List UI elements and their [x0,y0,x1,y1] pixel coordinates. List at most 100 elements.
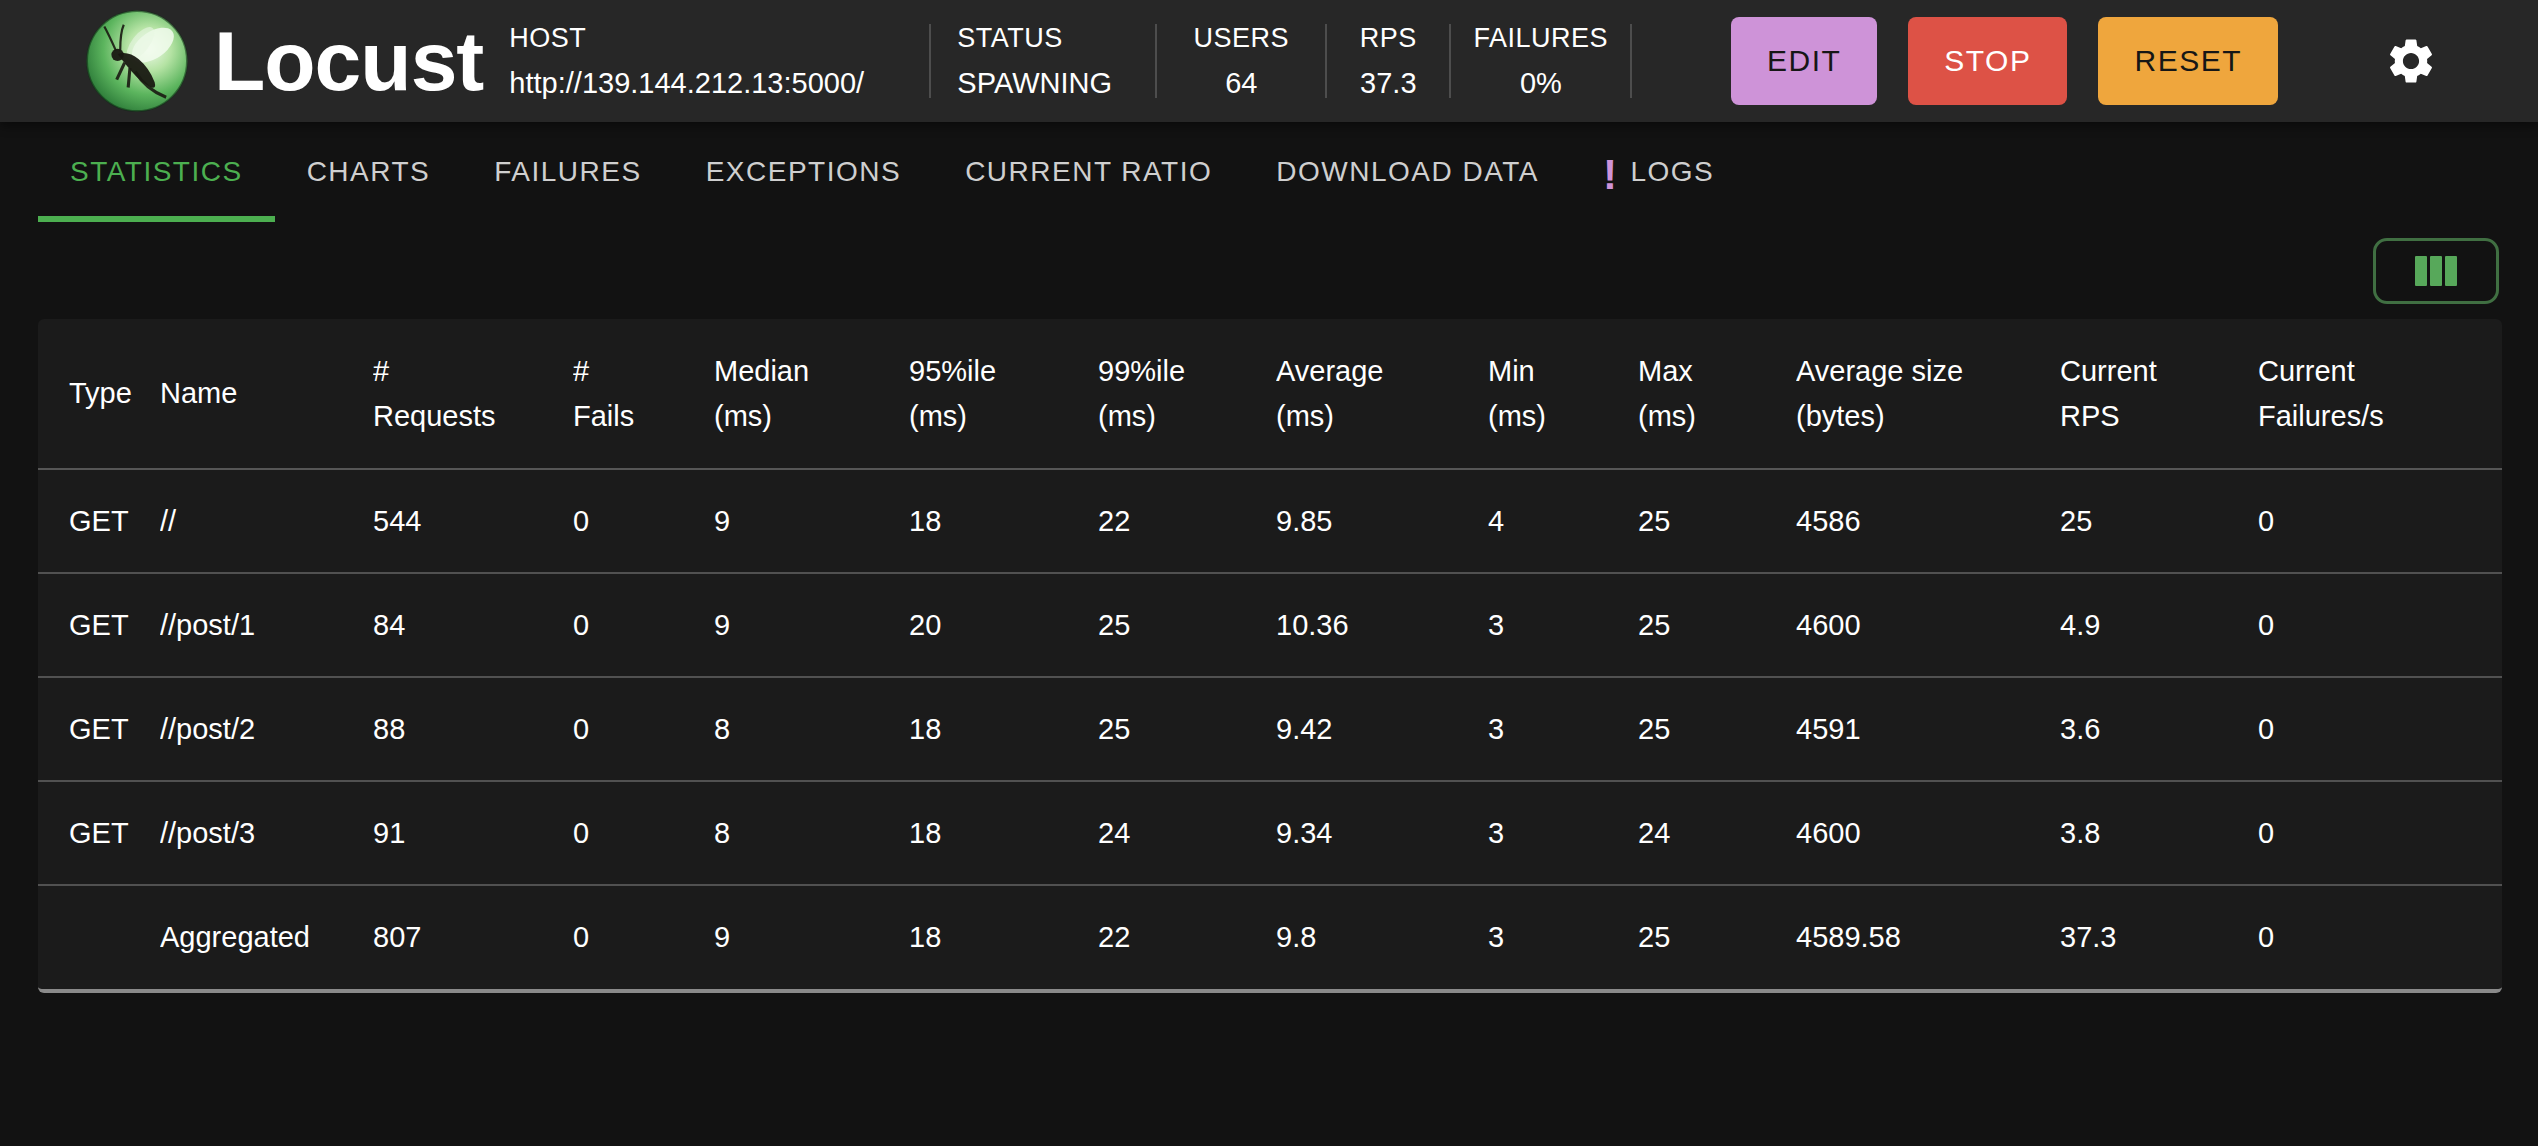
table-cell: 22 [1098,885,1276,989]
table-cell: 3 [1488,781,1638,885]
table-cell: 4.9 [2060,573,2258,677]
table-cell: 0 [573,573,714,677]
table-cell: 0 [2258,469,2502,573]
column-header[interactable]: CurrentRPS [2060,319,2258,469]
rps-label: RPS [1360,23,1417,54]
table-cell: 18 [909,469,1098,573]
table-cell: 9.85 [1276,469,1488,573]
tab-label: EXCEPTIONS [706,156,901,188]
users-value: 64 [1225,67,1257,100]
column-header[interactable]: Average(ms) [1276,319,1488,469]
table-cell: 8 [714,781,909,885]
table-cell: GET [38,573,160,677]
edit-button[interactable]: EDIT [1731,17,1877,105]
table-cell: 0 [2258,885,2502,989]
table-cell: 25 [1638,677,1796,781]
table-cell: 4586 [1796,469,2060,573]
table-cell: 0 [573,885,714,989]
table-cell: 25 [2060,469,2258,573]
tab-label: FAILURES [494,156,641,188]
tab-statistics[interactable]: STATISTICS [38,122,275,222]
column-header[interactable]: Type [38,319,160,469]
table-cell: //post/1 [160,573,373,677]
column-header[interactable]: Average size(bytes) [1796,319,2060,469]
table-cell: 18 [909,781,1098,885]
tab-failures[interactable]: FAILURES [462,122,673,222]
status-value: SPAWNING [957,67,1112,100]
app-title: Locust [214,19,483,103]
table-row: GET//5440918229.854254586250 [38,469,2502,573]
table-cell: 18 [909,677,1098,781]
column-header[interactable]: 95%ile(ms) [909,319,1098,469]
column-header[interactable]: CurrentFailures/s [2258,319,2502,469]
table-cell: 25 [1638,469,1796,573]
tab-charts[interactable]: CHARTS [275,122,463,222]
host-label: HOST [509,23,929,54]
table-cell: 9.8 [1276,885,1488,989]
column-selector-button[interactable] [2373,238,2499,304]
table-cell: 18 [909,885,1098,989]
tab-logs[interactable]: ! LOGS [1571,122,1746,222]
table-cell: 9 [714,573,909,677]
table-row: GET//post/18409202510.3632546004.90 [38,573,2502,677]
table-cell: 0 [573,469,714,573]
table-cell: 3 [1488,885,1638,989]
table-cell: 84 [373,573,573,677]
reset-button[interactable]: RESET [2098,17,2278,105]
failures-block: FAILURES 0% [1451,23,1630,100]
tab-download-data[interactable]: DOWNLOAD DATA [1244,122,1571,222]
column-header[interactable]: Min(ms) [1488,319,1638,469]
host-block: HOST http://139.144.212.13:5000/ [509,23,929,100]
column-header[interactable]: Max(ms) [1638,319,1796,469]
table-cell: 20 [909,573,1098,677]
divider [1630,24,1632,98]
table-cell: GET [38,781,160,885]
table-cell: GET [38,677,160,781]
tab-label: CHARTS [307,156,431,188]
table-header-row: TypeName#Requests#FailsMedian(ms)95%ile(… [38,319,2502,469]
table-cell: 10.36 [1276,573,1488,677]
users-label: USERS [1194,23,1290,54]
table-cell: 9.34 [1276,781,1488,885]
tab-label: CURRENT RATIO [965,156,1212,188]
table-cell: 25 [1098,677,1276,781]
column-header[interactable]: Median(ms) [714,319,909,469]
tab-label: DOWNLOAD DATA [1276,156,1539,188]
column-header[interactable]: 99%ile(ms) [1098,319,1276,469]
table-cell: 4589.58 [1796,885,2060,989]
table-cell: 0 [573,677,714,781]
column-header[interactable]: Name [160,319,373,469]
table-cell: // [160,469,373,573]
table-cell: 3 [1488,573,1638,677]
rps-block: RPS 37.3 [1327,23,1449,100]
table-cell: //post/2 [160,677,373,781]
locust-logo-icon [84,8,190,114]
table-cell: 807 [373,885,573,989]
table-toolbar [0,222,2538,319]
stop-button[interactable]: STOP [1908,17,2067,105]
host-value: http://139.144.212.13:5000/ [509,67,929,100]
table-cell: 0 [2258,573,2502,677]
gear-icon[interactable] [2384,34,2438,88]
table-cell: //post/3 [160,781,373,885]
failures-label: FAILURES [1474,23,1609,54]
table-cell: 24 [1638,781,1796,885]
table-cell: 25 [1638,885,1796,989]
status-label: STATUS [957,23,1063,54]
tab-exceptions[interactable]: EXCEPTIONS [674,122,933,222]
column-header[interactable]: #Fails [573,319,714,469]
header-actions: EDIT STOP RESET [1731,17,2278,105]
table-cell: 88 [373,677,573,781]
table-cell: 4591 [1796,677,2060,781]
table-cell: 3 [1488,677,1638,781]
column-header[interactable]: #Requests [373,319,573,469]
tab-current-ratio[interactable]: CURRENT RATIO [933,122,1244,222]
columns-icon [2414,255,2458,287]
tab-label: LOGS [1630,156,1714,188]
table-header: TypeName#Requests#FailsMedian(ms)95%ile(… [38,319,2502,469]
table-cell: 22 [1098,469,1276,573]
table-row: GET//post/3910818249.3432446003.80 [38,781,2502,885]
table-cell: 8 [714,677,909,781]
rps-value: 37.3 [1360,67,1416,100]
table-cell: 37.3 [2060,885,2258,989]
